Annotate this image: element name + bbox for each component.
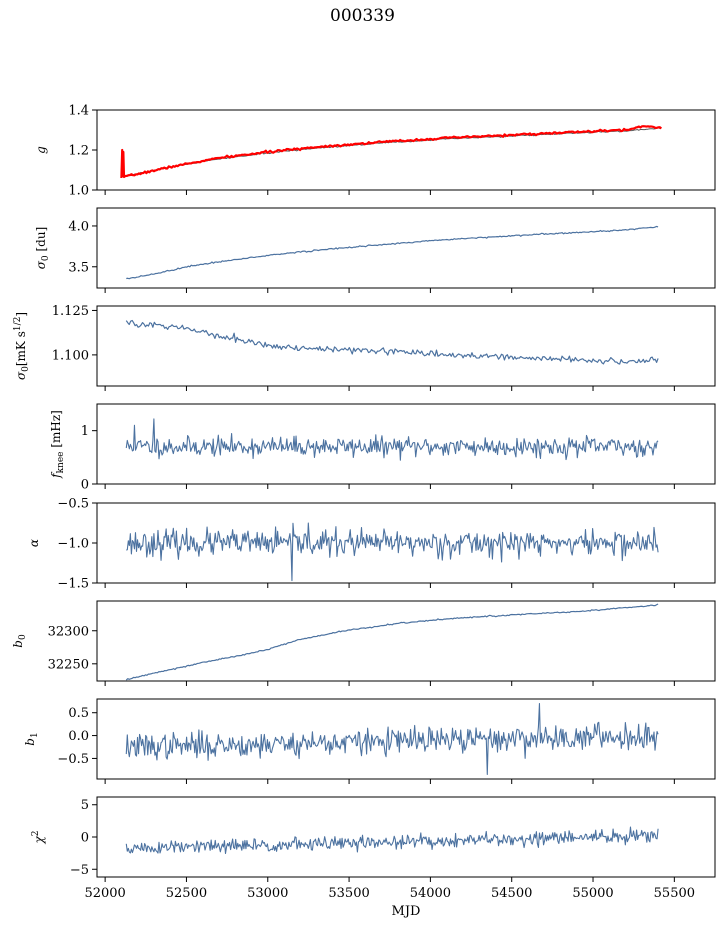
y-tick-label: 0.5 xyxy=(68,706,89,721)
series-line xyxy=(126,522,659,582)
y-axis-label: fknee​ [mHz] xyxy=(49,410,66,479)
panel-6: 32250 32300 xyxy=(48,600,716,686)
y-tick-label: 1.100 xyxy=(52,348,89,363)
y-tick-label: 3.5 xyxy=(68,260,89,275)
x-tick-label: 53500 xyxy=(328,886,369,901)
y-tick-label: 1 xyxy=(81,424,89,439)
y-tick-label: 1.2 xyxy=(68,144,89,159)
axes-frame xyxy=(96,403,716,485)
y-tick-label: 0 xyxy=(81,478,89,493)
panel-5: −1.5 −1.0 −0.5 xyxy=(57,497,716,592)
y-axis-label: σ0​[mK s1/2] xyxy=(13,312,31,380)
y-axis-label: b0​ xyxy=(11,634,28,648)
series-line xyxy=(125,319,659,365)
axes-frame xyxy=(96,109,716,191)
panel-1: 1.0 1.2 1.4 xyxy=(68,104,716,199)
y-tick-label: −1.5 xyxy=(57,577,89,592)
x-tick-label: 53000 xyxy=(247,886,288,901)
panel-3: 1.100 1.125 xyxy=(52,304,716,391)
series-line xyxy=(126,225,659,280)
series-line xyxy=(125,418,659,461)
series-line xyxy=(125,703,659,775)
series-line xyxy=(125,603,659,681)
series-line xyxy=(125,826,659,855)
y-tick-label: −1.0 xyxy=(57,537,89,552)
y-tick-label: −0.5 xyxy=(57,752,89,767)
figure-title: 000339 xyxy=(330,6,395,26)
x-tick-label: 55500 xyxy=(654,886,695,901)
axes-frame xyxy=(96,698,716,780)
y-axis-label: σ0​ [du] xyxy=(34,227,51,270)
y-tick-label: 0 xyxy=(81,831,89,846)
axes-frame xyxy=(96,207,716,289)
x-tick-label: 52000 xyxy=(84,886,125,901)
y-tick-label: 5 xyxy=(81,798,89,813)
panel-7: −0.5 0.0 0.5 xyxy=(57,698,716,784)
y-tick-label: −0.5 xyxy=(57,497,89,512)
y-axis-label: b1​ xyxy=(23,732,40,745)
y-tick-label: 1.0 xyxy=(68,184,89,199)
x-tick-label: 54000 xyxy=(410,886,451,901)
axes-frame xyxy=(96,305,716,387)
y-tick-label: −5 xyxy=(70,863,89,878)
y-axis-label: χ2 xyxy=(31,830,46,844)
x-tick-label: 54500 xyxy=(491,886,532,901)
x-tick-label: 52500 xyxy=(166,886,207,901)
y-tick-label: 4.0 xyxy=(68,219,89,234)
y-tick-label: 0.0 xyxy=(68,729,89,744)
series-line xyxy=(120,125,663,179)
panel-2: 3.5 4.0 xyxy=(68,207,716,293)
axes-frame xyxy=(96,600,716,682)
axes-frame xyxy=(96,796,716,878)
y-tick-label: 32250 xyxy=(48,657,89,672)
y-tick-label: 32300 xyxy=(48,624,89,639)
y-tick-label: 1.125 xyxy=(52,304,89,319)
x-axis-label: MJD xyxy=(392,904,421,919)
y-tick-label: 1.4 xyxy=(68,104,89,119)
series-line xyxy=(121,127,662,178)
y-axis-label: g xyxy=(34,146,48,154)
panel-8: −5 0 5 52000 52500 53000 53500 54000 54500 55000 5… xyxy=(70,796,716,919)
panel-4: 01 xyxy=(81,403,716,493)
x-tick-label: 55000 xyxy=(572,886,613,901)
y-axis-label: α xyxy=(27,539,41,547)
